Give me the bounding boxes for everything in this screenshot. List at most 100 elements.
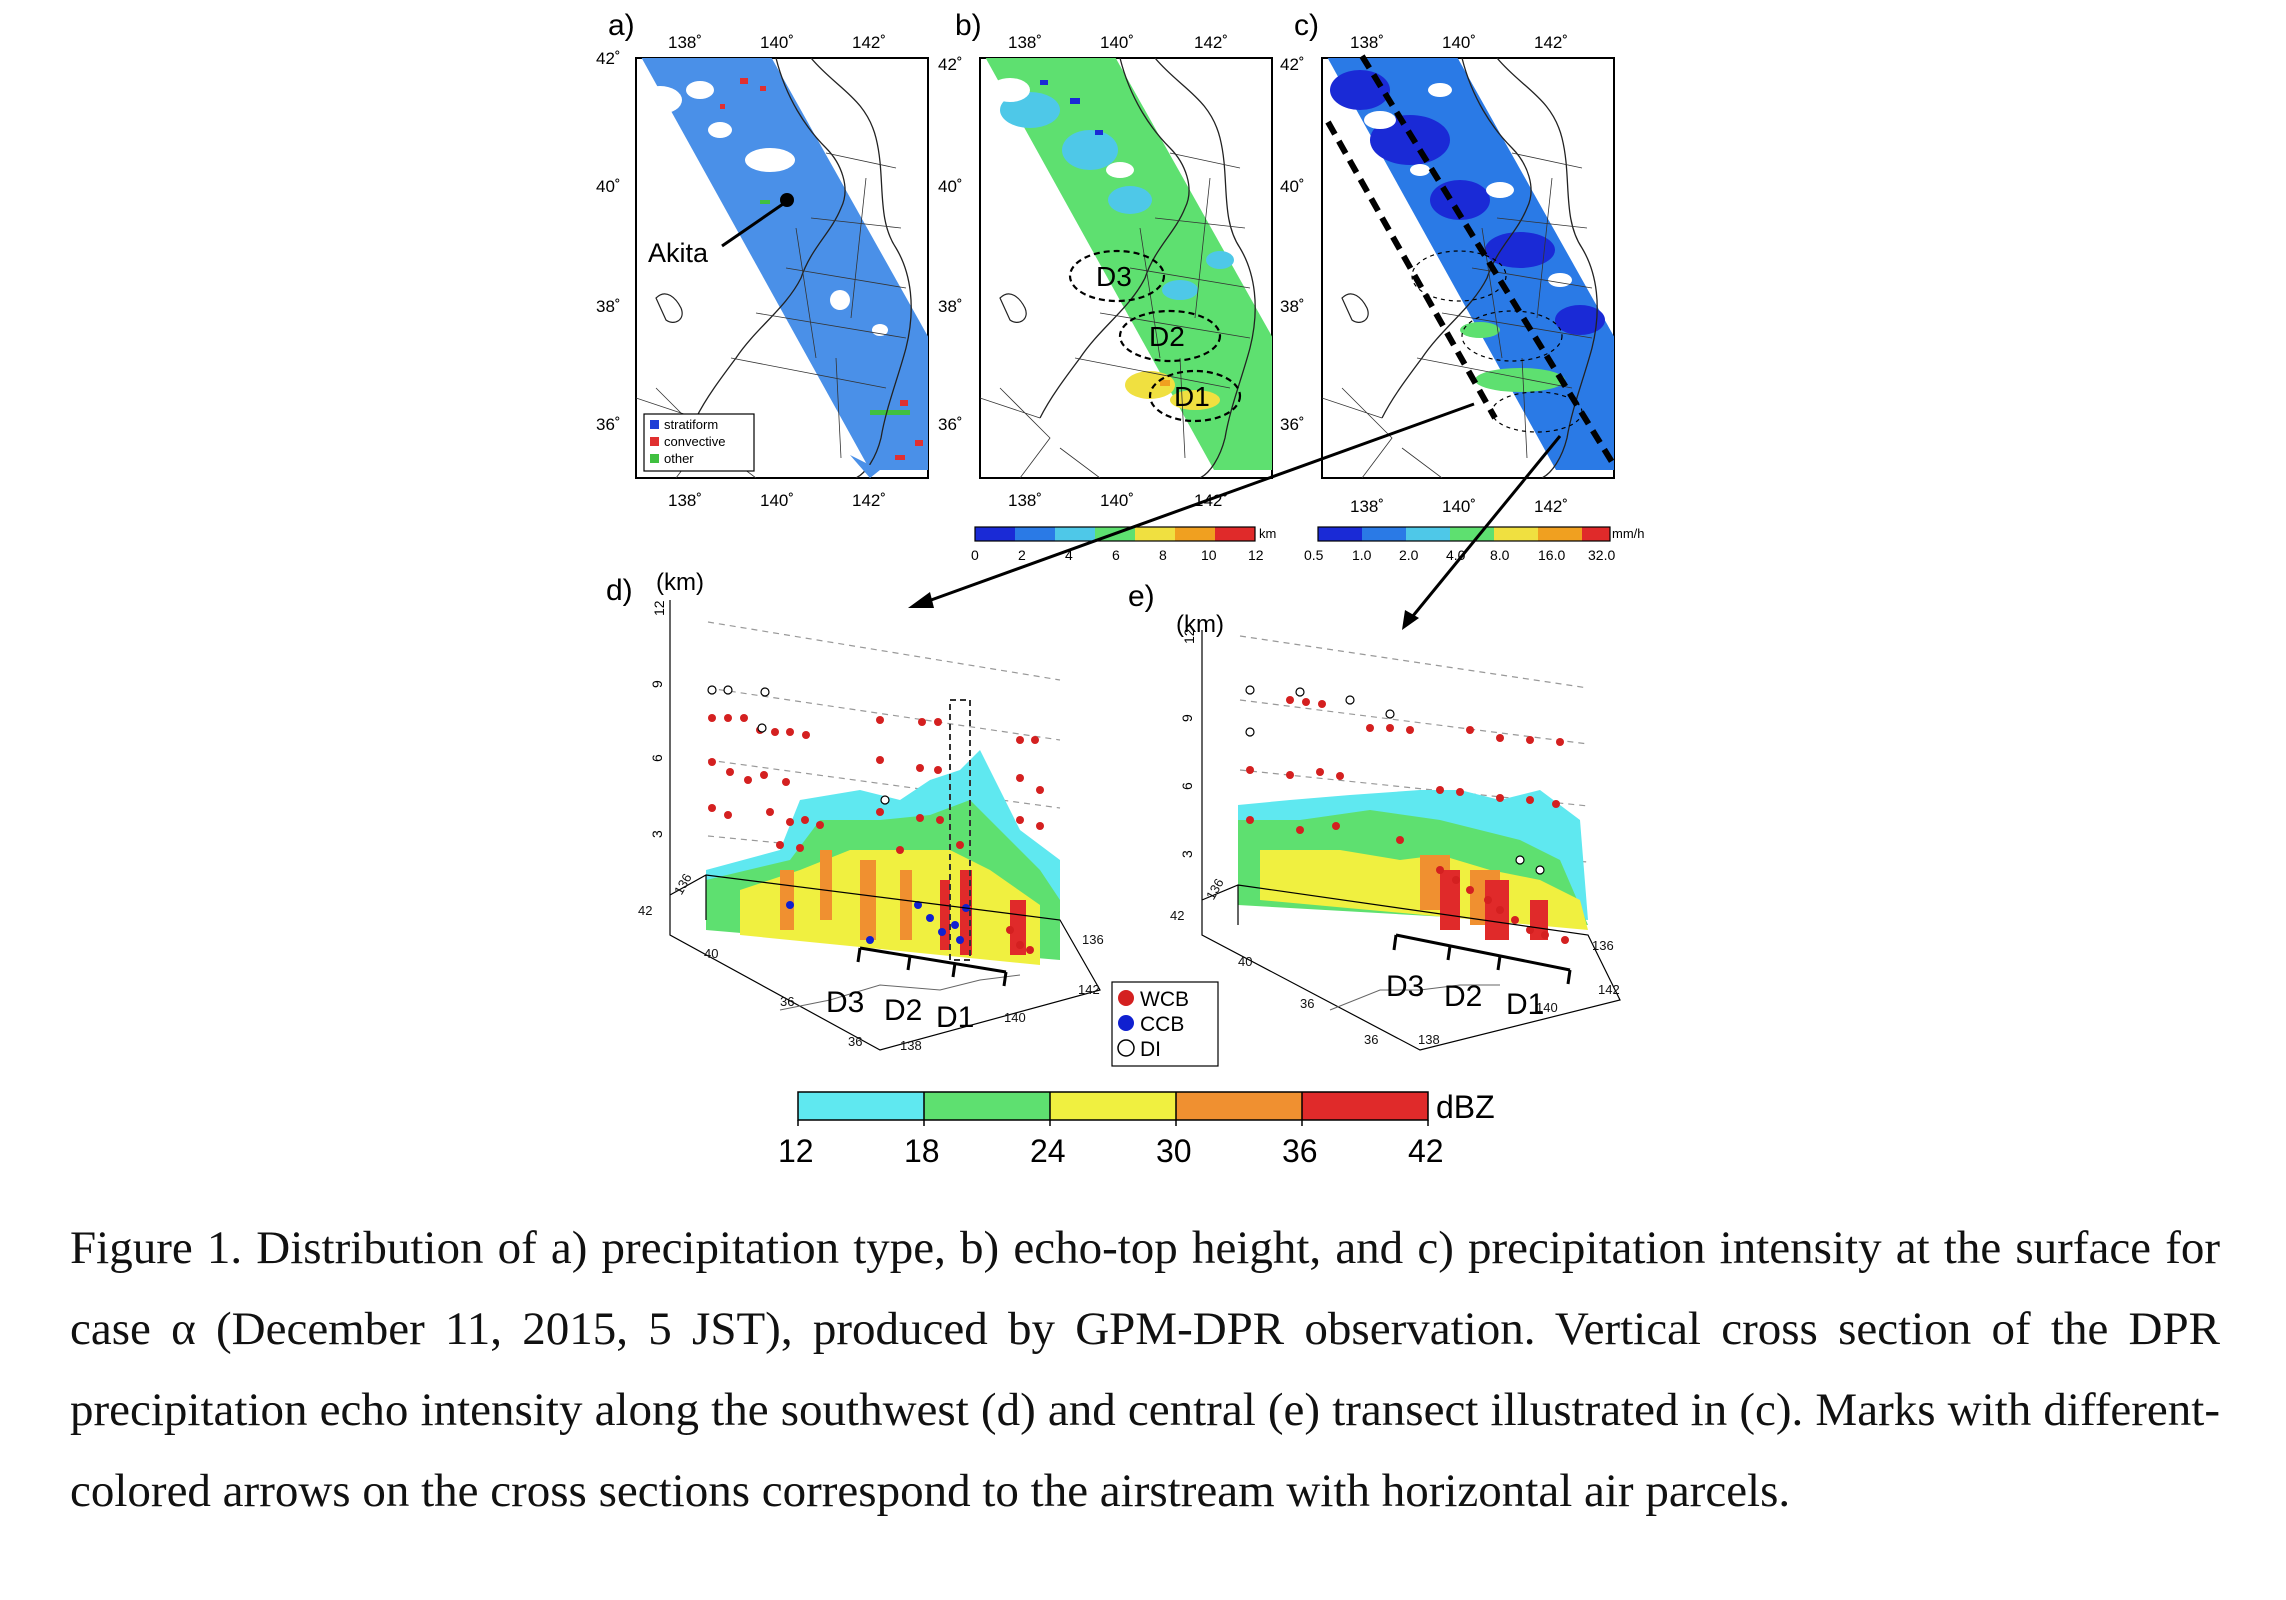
region-d2-e: D2 [1444,980,1482,1013]
cb-b-tick-4: 4 [1065,547,1073,563]
dbz-unit: dBZ [1436,1089,1495,1125]
ccb-marker [1118,1015,1134,1031]
dbz-tick-24: 24 [1030,1133,1066,1169]
dbz-bin-18-24 [924,1092,1050,1120]
d-z-6: 6 [649,754,665,762]
c-bot-lon-138: 138˚ [1350,497,1384,516]
precip-type-legend: stratiform convective other [643,413,755,472]
dbz-tick-12: 12 [778,1133,814,1169]
cb-b-tick-12: 12 [1248,547,1264,563]
region-d3-e: D3 [1386,970,1424,1003]
swath-echo-top [985,58,1272,470]
dbz-bin-36-42 [1302,1092,1428,1120]
dbz-tick-18: 18 [904,1133,940,1169]
panel-a-letter: a) [608,9,635,42]
e-lat-42: 42 [1170,908,1184,923]
akita-label: Akita [648,238,709,268]
c-top-lon-138: 138˚ [1350,33,1384,52]
legend-convective: convective [664,434,725,449]
panel-a-map: Akita stratiform convective other a) 138… [596,9,929,510]
e-right-lon-136: 136 [1592,938,1614,953]
cb-b-tick-0: 0 [971,547,979,563]
region-d1-d: D1 [936,1001,974,1034]
cb-c-tick-6: 32.0 [1588,547,1615,563]
b-lat-38: 38˚ [938,297,963,316]
a-lat-40: 40˚ [596,177,621,196]
c-lat-36: 36˚ [1280,415,1305,434]
cb-c-tick-4: 8.0 [1490,547,1510,563]
d-lat-40: 40 [704,946,718,961]
region-d3-d: D3 [826,986,864,1019]
d-regions-b [1068,249,1242,423]
d-lon-138: 138 [900,1038,922,1053]
legend-stratiform: stratiform [664,417,718,432]
e-lat-36: 36 [1300,996,1314,1011]
panel-d-cross-section: d) (km) 12 9 6 3 [606,569,1104,1053]
d-z-9: 9 [649,680,665,688]
a-top-lon-138: 138˚ [668,33,702,52]
e-lon-142: 142 [1598,982,1620,997]
region-d2-b: D2 [1149,321,1185,352]
dbz-tick-36: 36 [1282,1133,1318,1169]
echo-top-colorbar: km 0 2 4 6 8 10 12 [971,526,1276,563]
region-d1-b: D1 [1174,381,1210,412]
d-z-12: 12 [651,600,667,616]
region-d2-d: D2 [884,994,922,1027]
a-top-lon-140: 140˚ [760,33,794,52]
b-lat-42: 42˚ [938,55,963,74]
c-top-lon-142: 142˚ [1534,33,1568,52]
cb-b-tick-10: 10 [1201,547,1217,563]
panel-c-letter: c) [1294,9,1319,42]
region-d3-b: D3 [1096,261,1132,292]
figure-caption: Figure 1. Distribution of a) precipitati… [70,1222,2220,1517]
other-swatch [650,454,659,463]
a-bot-lon-140: 140˚ [760,491,794,510]
e-lon-138: 138 [1418,1032,1440,1047]
dbz-tick-30: 30 [1156,1133,1192,1169]
b-top-lon-142: 142˚ [1194,33,1228,52]
e-z-9: 9 [1179,714,1195,722]
panel-b-letter: b) [955,9,982,42]
cb-c-tick-2: 2.0 [1399,547,1419,563]
dbz-colorbar: dBZ 12 18 24 30 36 42 [778,1089,1495,1169]
a-bot-lon-142: 142˚ [852,491,886,510]
dbz-bin-24-30 [1050,1092,1176,1120]
d-front-lon-136: 136 [671,871,695,897]
b-lat-36: 36˚ [938,415,963,434]
cb-c-tick-0: 0.5 [1304,547,1324,563]
cb-b-tick-6: 6 [1112,547,1120,563]
d-right-lon-136: 136 [1082,932,1104,947]
b-bot-lon-138: 138˚ [1008,491,1042,510]
d-lon-142: 142 [1078,982,1100,997]
panel-e-unit: (km) [1176,611,1224,638]
b-top-lon-140: 140˚ [1100,33,1134,52]
e-z-12: 12 [1181,628,1197,644]
arrow-to-d [919,402,1475,606]
d-z-3: 3 [649,830,665,838]
d-lon-140: 140 [1004,1010,1026,1025]
d-lat-42: 42 [638,903,652,918]
panel-c-map: c) 138˚ 140˚ 142˚ 138˚ 140˚ 142˚ 42˚ 40˚… [908,9,1645,630]
arrow-to-e [1406,435,1562,623]
panel-d-letter: d) [606,574,633,607]
e-z-3: 3 [1179,850,1195,858]
e-lon-140: 140 [1536,1000,1558,1015]
e-z-6: 6 [1179,782,1195,790]
legend-other: other [664,451,694,466]
legend-ccb: CCB [1140,1013,1184,1036]
d-lat-36: 36 [780,994,794,1009]
d-lat-36b: 36 [848,1034,862,1049]
c-bot-lon-142: 142˚ [1534,497,1568,516]
cb-b-tick-2: 2 [1018,547,1026,563]
a-top-lon-142: 142˚ [852,33,886,52]
convective-swatch [650,437,659,446]
wcb-marker [1118,990,1134,1006]
dbz-bin-30-36 [1176,1092,1302,1120]
a-bot-lon-138: 138˚ [668,491,702,510]
a-lat-42: 42˚ [596,49,621,68]
di-marker [1117,1039,1135,1057]
stratiform-swatch [650,420,659,429]
c-lat-40: 40˚ [1280,177,1305,196]
dbz-bin-12-18 [798,1092,924,1120]
legend-di: DI [1140,1038,1161,1061]
